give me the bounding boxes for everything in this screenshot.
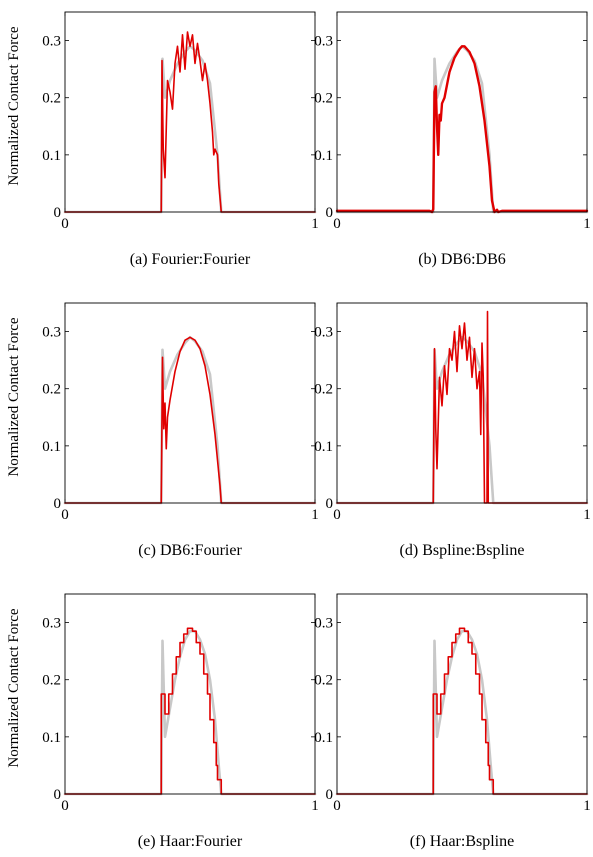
caption-a: (a) Fourier:Fourier — [129, 251, 251, 268]
plot-frame-b — [336, 11, 588, 213]
xtick-label-b-1: 1 — [583, 216, 591, 232]
caption-b: (b) DB6:DB6 — [418, 251, 506, 268]
ytick-label-a-0: 0 — [54, 205, 62, 221]
xtick-label-c-1: 1 — [311, 507, 319, 523]
xtick-label-d-0: 0 — [333, 507, 341, 523]
xtick-label-e-0: 0 — [61, 798, 69, 814]
ytick-label-b-1: 0.1 — [314, 148, 333, 164]
series-reference-a — [63, 44, 317, 214]
series-approximation-a — [64, 31, 316, 213]
plot-frame-d — [336, 302, 588, 504]
ytick-label-c-1: 0.1 — [42, 439, 61, 455]
xtick-label-d-1: 1 — [583, 507, 591, 523]
plot-frame-e — [64, 593, 316, 795]
caption-d: (d) Bspline:Bspline — [399, 542, 525, 559]
xtick-label-a-0: 0 — [61, 216, 69, 232]
ytick-label-c-2: 0.2 — [42, 382, 61, 398]
ytick-label-a-2: 0.2 — [42, 91, 61, 107]
series-approximation-e — [64, 627, 316, 795]
xtick-label-a-1: 1 — [311, 216, 319, 232]
panel-e: 0 0.1 0.2 0.3 0 1 — [42, 593, 319, 814]
panel-b: 00.10.20.30 1 — [314, 11, 591, 232]
series-approximation-c — [64, 336, 316, 504]
plot-frame-c — [64, 302, 316, 504]
ytick-label-e-3: 0.3 — [42, 616, 61, 632]
ytick-label-f-2: 0.2 — [314, 673, 333, 689]
ytick-label-b-0: 0 — [326, 205, 334, 221]
panel-d: 00.10.20.30 1 — [314, 302, 591, 523]
caption-c: (c) DB6:Fourier — [138, 542, 242, 559]
ytick-label-b-3: 0.3 — [314, 34, 333, 50]
series-reference-f — [335, 629, 589, 796]
xtick-label-c-0: 0 — [61, 507, 69, 523]
panel-c: 0 0.1 0.2 0.3 0 1 — [42, 302, 319, 523]
series-approximation-b — [335, 45, 589, 214]
series-reference-e — [63, 629, 317, 796]
ytick-label-e-2: 0.2 — [42, 673, 61, 689]
series-reference-d — [335, 335, 589, 505]
ytick-label-f-0: 0 — [326, 787, 334, 803]
ytick-label-d-3: 0.3 — [314, 325, 333, 341]
series-approximation-f — [336, 627, 588, 795]
ytick-label-a-3: 0.3 — [42, 34, 61, 50]
plot-frame-f — [336, 593, 588, 795]
ytick-label-c-3: 0.3 — [42, 325, 61, 341]
series-approximation-d — [336, 310, 588, 504]
series-reference-c — [63, 335, 317, 505]
caption-e: (e) Haar:Fourier — [137, 833, 243, 850]
ylabel-e: Normalized Contact Force — [6, 608, 22, 768]
panel-f: 00.10.20.30 1 — [314, 593, 591, 814]
xtick-label-e-1: 1 — [311, 798, 319, 814]
ytick-label-d-0: 0 — [326, 496, 334, 512]
ylabel-a: Normalized Contact Force — [6, 26, 22, 186]
ytick-label-b-2: 0.2 — [314, 91, 333, 107]
ytick-label-d-2: 0.2 — [314, 382, 333, 398]
ytick-label-a-1: 0.1 — [42, 148, 61, 164]
xtick-label-f-0: 0 — [333, 798, 341, 814]
ytick-label-d-1: 0.1 — [314, 439, 333, 455]
ytick-label-e-0: 0 — [54, 787, 62, 803]
series-reference-b — [335, 44, 589, 214]
plot-frame-a — [64, 11, 316, 213]
ytick-label-e-1: 0.1 — [42, 730, 61, 746]
panel-a: 0 0.1 0.2 0.3 0 1 — [42, 11, 319, 232]
ytick-label-f-3: 0.3 — [314, 616, 333, 632]
caption-f: (f) Haar:Bspline — [409, 833, 515, 850]
ytick-label-c-0: 0 — [54, 496, 62, 512]
xtick-label-f-1: 1 — [583, 798, 591, 814]
ytick-label-f-1: 0.1 — [314, 730, 333, 746]
ylabel-c: Normalized Contact Force — [6, 317, 22, 477]
xtick-label-b-0: 0 — [333, 216, 341, 232]
